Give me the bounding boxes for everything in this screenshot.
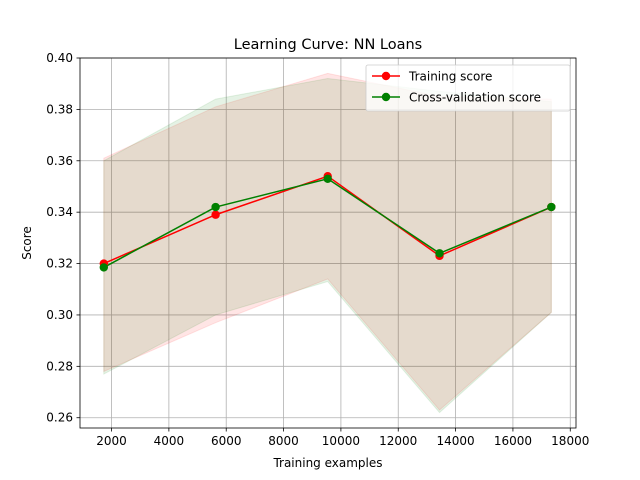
y-axis-ticks: 0.26 0.28 0.30 0.32 0.34 0.36 0.38 0.40 <box>46 51 80 425</box>
x-tick-label: 18000 <box>551 434 589 448</box>
legend-box <box>365 64 571 112</box>
x-tick-label: 14000 <box>436 434 474 448</box>
y-tick-label: 0.40 <box>46 51 73 65</box>
score-band-0 <box>103 72 552 411</box>
y-tick-label: 0.26 <box>46 411 73 425</box>
x-tick-label: 12000 <box>379 434 417 448</box>
y-tick-label: 0.38 <box>46 102 73 116</box>
series-markers <box>99 171 556 272</box>
legend-label-0: Training score <box>408 70 492 84</box>
y-tick-label: 0.34 <box>46 205 73 219</box>
x-tick-label: 16000 <box>494 434 532 448</box>
plot-frame <box>79 57 577 429</box>
y-tick-label: 0.32 <box>46 257 73 271</box>
x-tick-label: 10000 <box>322 434 360 448</box>
chart-title: Learning Curve: NN Loans <box>234 37 422 53</box>
x-tick-label: 6000 <box>211 434 242 448</box>
series-point-0 <box>211 210 220 219</box>
legend-marker-1 <box>381 92 391 102</box>
legend: Training score Cross-validation score <box>365 64 571 112</box>
x-axis-label: Training examples <box>272 456 382 470</box>
legend-label-1: Cross-validation score <box>409 91 541 105</box>
y-tick-label: 0.30 <box>46 308 73 322</box>
y-tick-label: 0.36 <box>46 154 73 168</box>
series-point-1 <box>547 202 556 212</box>
series-point-1 <box>211 202 220 212</box>
score-band-1 <box>103 78 552 414</box>
x-tick-label: 4000 <box>154 434 185 448</box>
legend-marker-0 <box>381 71 391 81</box>
y-tick-label: 0.28 <box>46 359 73 373</box>
x-tick-label: 2000 <box>96 434 127 448</box>
series-point-1 <box>323 174 332 183</box>
series-point-1 <box>99 263 108 272</box>
y-axis-label: Score <box>20 226 34 260</box>
score-bands <box>103 72 552 414</box>
x-axis-ticks: 2000 4000 6000 8000 10000 12000 14000 16000 1800… <box>96 428 589 448</box>
series-point-1 <box>435 249 444 258</box>
x-tick-label: 8000 <box>268 434 299 448</box>
